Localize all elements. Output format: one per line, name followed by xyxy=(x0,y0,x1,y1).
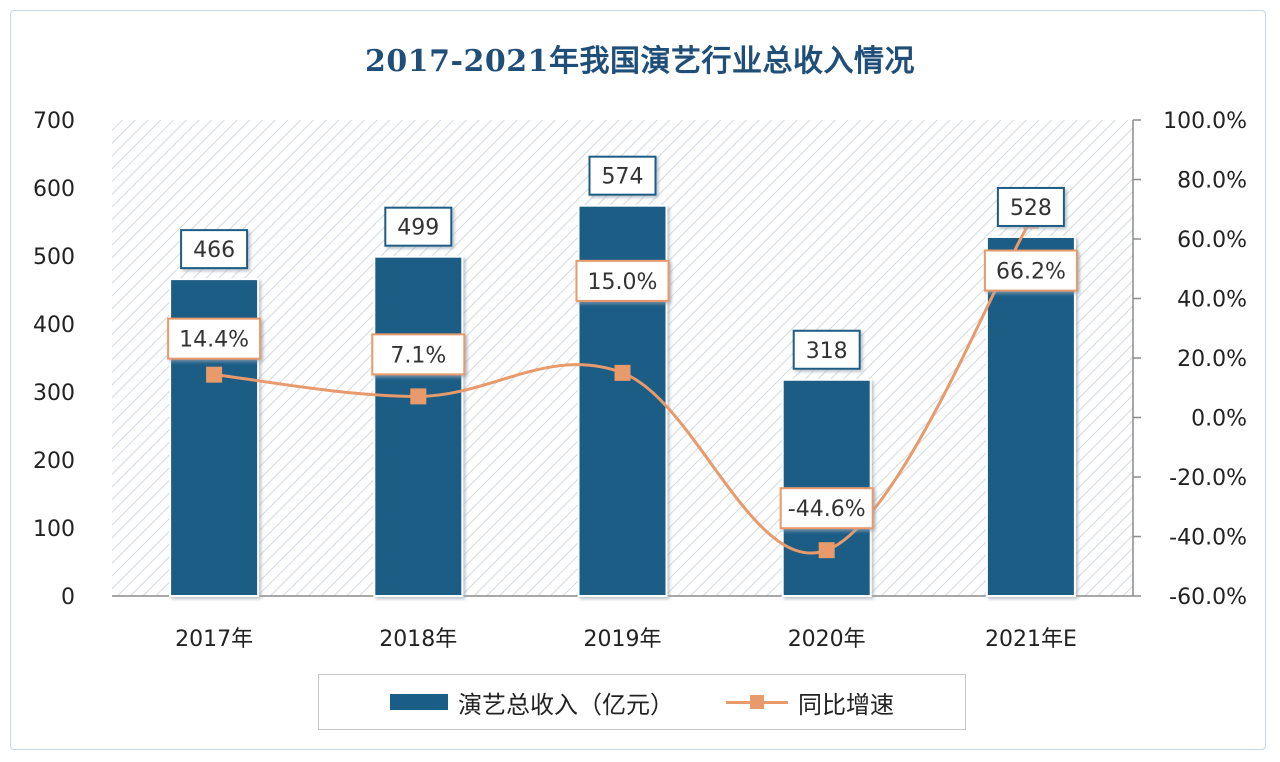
growth-marker xyxy=(614,364,631,381)
revenue-data-label: 574 xyxy=(602,165,644,190)
chart-legend: 演艺总收入（亿元） 同比增速 xyxy=(318,674,966,730)
right-tick-label: 80.0% xyxy=(1177,169,1247,194)
revenue-data-label-box xyxy=(180,229,249,270)
revenue-data-label: 499 xyxy=(397,216,439,241)
right-tick-label: -20.0% xyxy=(1169,466,1247,491)
x-category-label: 2020年 xyxy=(788,627,866,652)
growth-data-label: 15.0% xyxy=(588,270,658,295)
x-category-label: 2019年 xyxy=(584,627,662,652)
legend-label-growth: 同比增速 xyxy=(798,690,894,719)
growth-data-label-box xyxy=(371,333,466,376)
legend-bar-swatch xyxy=(390,694,448,710)
growth-marker xyxy=(818,542,835,559)
growth-data-label: 7.1% xyxy=(390,343,446,368)
left-tick-label: 200 xyxy=(33,449,75,474)
growth-data-label-box xyxy=(779,487,874,530)
revenue-bar xyxy=(985,235,1076,598)
growth-data-label: 66.2% xyxy=(996,260,1066,285)
legend-item-growth: 同比增速 xyxy=(726,685,894,720)
left-tick-label: 600 xyxy=(33,177,75,202)
growth-marker xyxy=(206,366,223,383)
revenue-data-label: 528 xyxy=(1010,196,1052,221)
revenue-bar xyxy=(373,255,464,597)
left-tick-label: 400 xyxy=(33,313,75,338)
right-tick-label: 100.0% xyxy=(1163,109,1247,134)
right-tick-label: -40.0% xyxy=(1169,526,1247,551)
left-tick-label: 500 xyxy=(33,245,75,270)
x-category-label: 2021年E xyxy=(985,627,1077,652)
right-tick-label: 20.0% xyxy=(1177,347,1247,372)
legend-line-swatch xyxy=(726,694,788,710)
legend-item-revenue: 演艺总收入（亿元） xyxy=(390,685,674,720)
left-tick-label: 100 xyxy=(33,517,75,542)
left-tick-label: 700 xyxy=(33,109,75,134)
revenue-data-label-box xyxy=(384,206,453,247)
growth-line xyxy=(213,219,1033,555)
growth-data-label-box xyxy=(983,249,1078,292)
growth-data-label-box xyxy=(575,259,670,302)
revenue-data-label-box xyxy=(996,186,1065,227)
growth-data-label-box xyxy=(167,317,262,360)
left-tick-label: 300 xyxy=(33,381,75,406)
right-tick-label: 40.0% xyxy=(1177,288,1247,313)
left-tick-label: 0 xyxy=(61,585,75,610)
growth-marker xyxy=(410,388,427,405)
revenue-data-label-box xyxy=(792,329,861,370)
right-tick-label: -60.0% xyxy=(1169,585,1247,610)
chart-title: 2017-2021年我国演艺行业总收入情况 xyxy=(365,44,915,79)
revenue-data-label: 466 xyxy=(193,238,235,263)
right-tick-label: 60.0% xyxy=(1177,228,1247,253)
revenue-data-label: 318 xyxy=(806,339,848,364)
growth-data-label: 14.4% xyxy=(179,328,249,353)
right-tick-label: 0.0% xyxy=(1191,407,1247,432)
x-category-label: 2017年 xyxy=(175,627,253,652)
growth-data-label: -44.6% xyxy=(788,497,866,522)
revenue-data-label-box xyxy=(588,155,657,196)
x-category-label: 2018年 xyxy=(379,627,457,652)
legend-label-revenue: 演艺总收入（亿元） xyxy=(458,690,674,719)
